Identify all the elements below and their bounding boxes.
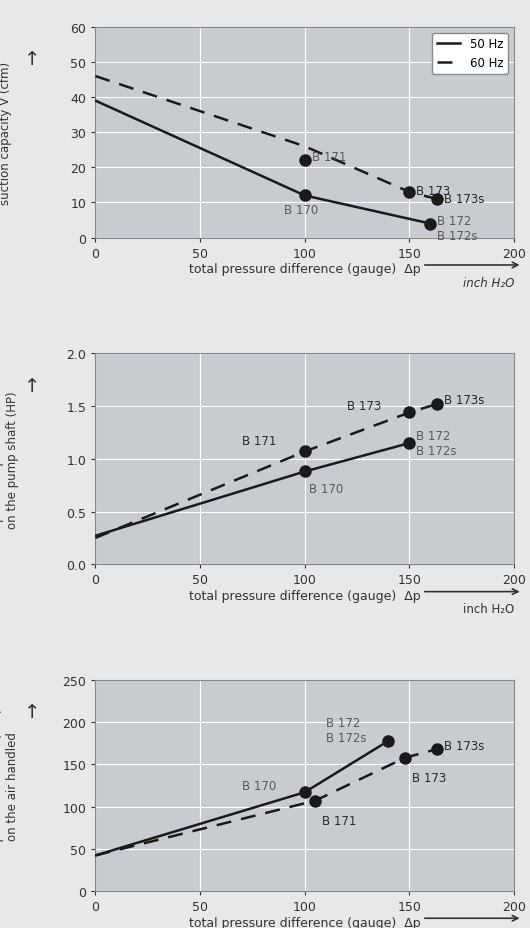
- Text: B 173s: B 173s: [444, 193, 484, 206]
- Text: ↑: ↑: [24, 702, 40, 721]
- Text: B 173s: B 173s: [444, 394, 484, 407]
- Text: B 171: B 171: [242, 434, 277, 447]
- Legend: 50 Hz, 60 Hz: 50 Hz, 60 Hz: [432, 33, 508, 75]
- Text: B 170: B 170: [284, 203, 318, 216]
- Text: B 172
B 172s: B 172 B 172s: [326, 715, 366, 744]
- X-axis label: total pressure difference (gauge)  Δp: total pressure difference (gauge) Δp: [189, 264, 421, 277]
- Text: inch H₂O: inch H₂O: [463, 602, 514, 615]
- Text: B 171: B 171: [322, 814, 357, 827]
- X-axis label: total pressure difference (gauge)  Δp: total pressure difference (gauge) Δp: [189, 589, 421, 602]
- Text: B 172
B 172s: B 172 B 172s: [437, 214, 478, 242]
- Text: B 173s: B 173s: [444, 739, 484, 752]
- Text: B 173: B 173: [347, 400, 381, 413]
- Text: ↑: ↑: [24, 376, 40, 395]
- Text: inch H₂O: inch H₂O: [463, 277, 514, 290]
- X-axis label: total pressure difference (gauge)  Δp: total pressure difference (gauge) Δp: [189, 916, 421, 928]
- Text: suction capacity V (cfm): suction capacity V (cfm): [0, 61, 12, 204]
- Text: B 170: B 170: [242, 779, 277, 792]
- Text: ↑: ↑: [24, 50, 40, 69]
- Text: B 172
B 172s: B 172 B 172s: [417, 430, 457, 458]
- Text: temperature rise   T  (in F)
on the air handled: temperature rise T (in F) on the air han…: [0, 707, 19, 864]
- Text: power requirement P
on the pump shaft (HP): power requirement P on the pump shaft (H…: [0, 391, 19, 528]
- Text: B 171: B 171: [312, 150, 346, 163]
- Text: B 173: B 173: [417, 185, 450, 198]
- Text: B 173: B 173: [412, 771, 446, 784]
- Text: B 170: B 170: [309, 483, 343, 496]
